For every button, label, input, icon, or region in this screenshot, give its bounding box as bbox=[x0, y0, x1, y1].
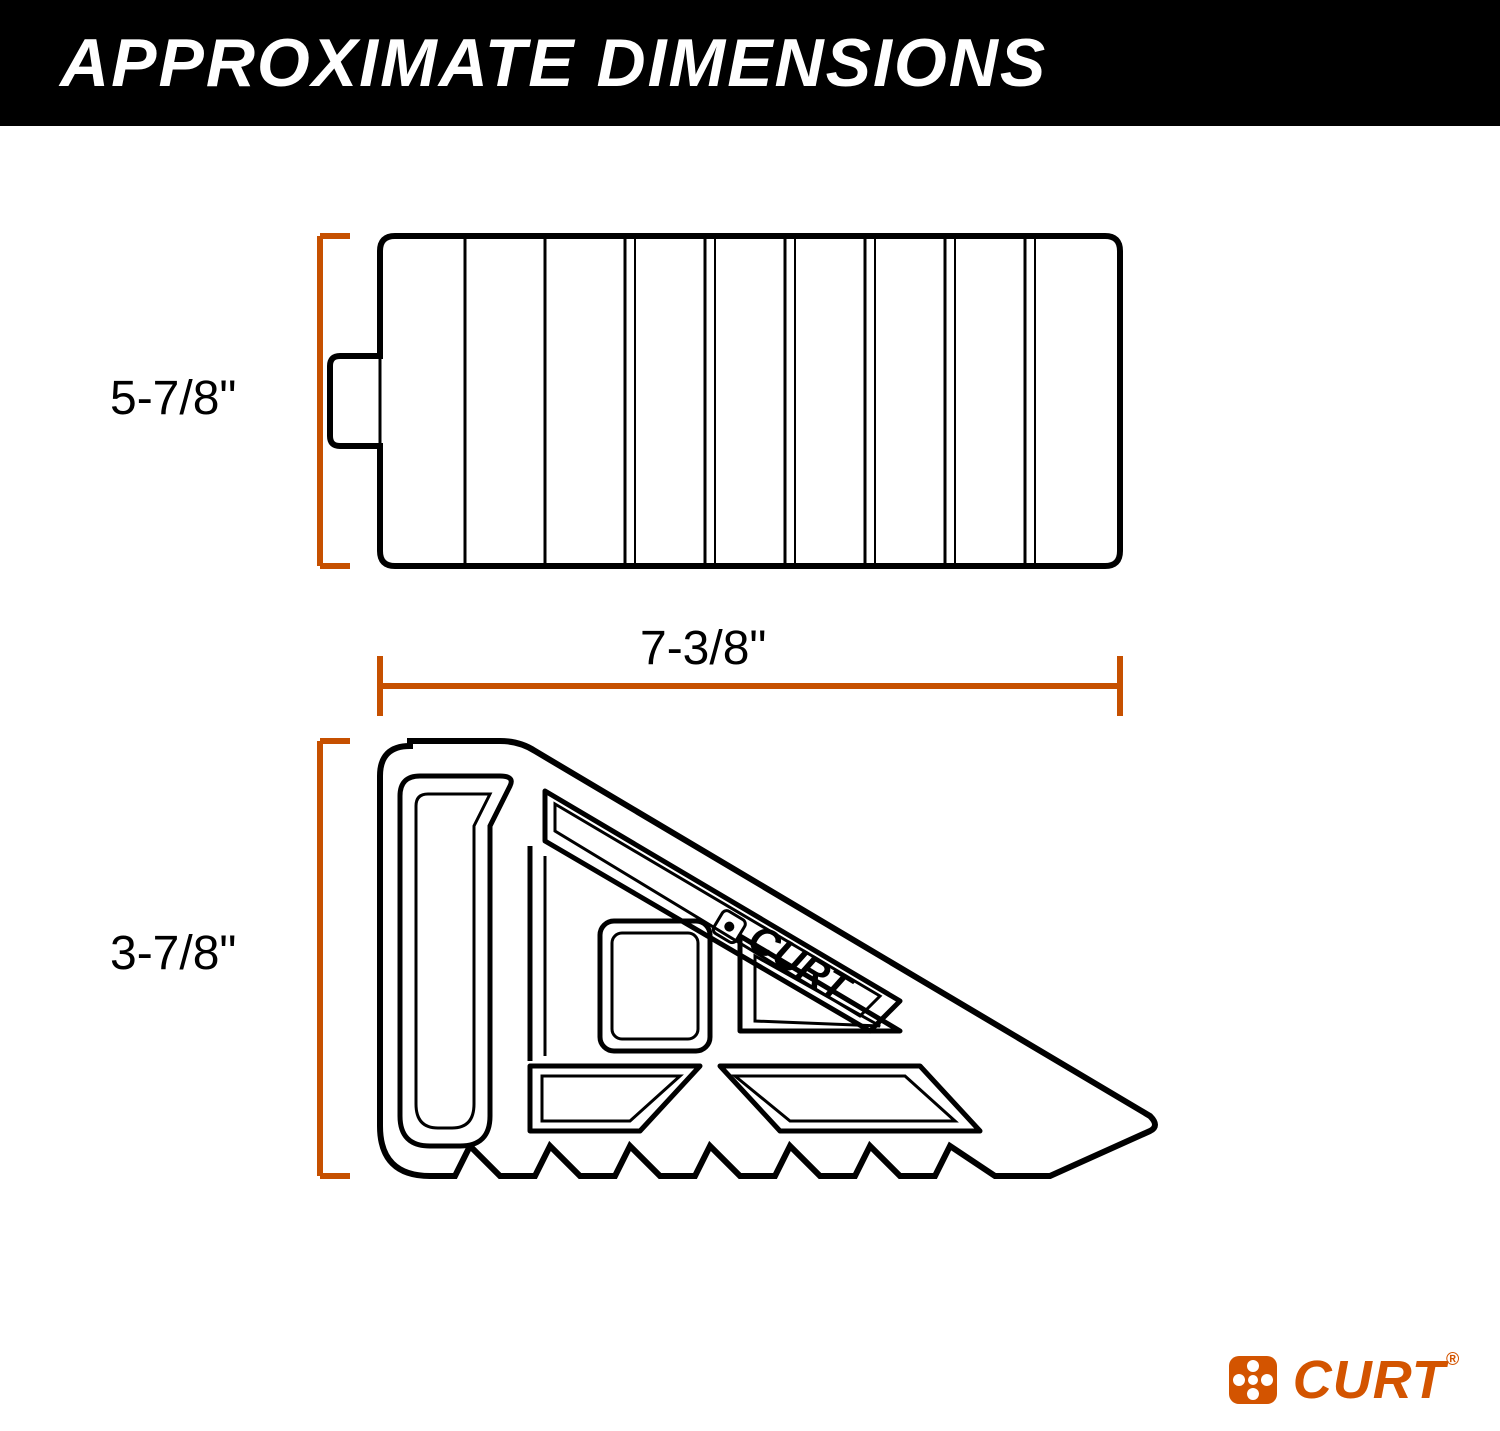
dim-label-height: 3-7/8" bbox=[110, 926, 236, 981]
brand-name: CURT® bbox=[1293, 1349, 1460, 1411]
top-view bbox=[330, 236, 1120, 566]
diagram-area: 5-7/8" 7-3/8" 3-7/8" bbox=[0, 126, 1500, 1326]
brand-logo: CURT® bbox=[1223, 1349, 1460, 1411]
dim-bracket-height bbox=[320, 741, 350, 1176]
dim-label-length: 7-3/8" bbox=[640, 621, 766, 676]
header-title: APPROXIMATE DIMENSIONS bbox=[60, 25, 1047, 101]
side-view: CURT bbox=[380, 741, 1155, 1176]
technical-drawing-svg: CURT bbox=[0, 126, 1500, 1326]
dim-label-width: 5-7/8" bbox=[110, 371, 236, 426]
brand-icon bbox=[1223, 1350, 1283, 1410]
header-bar: APPROXIMATE DIMENSIONS bbox=[0, 0, 1500, 126]
